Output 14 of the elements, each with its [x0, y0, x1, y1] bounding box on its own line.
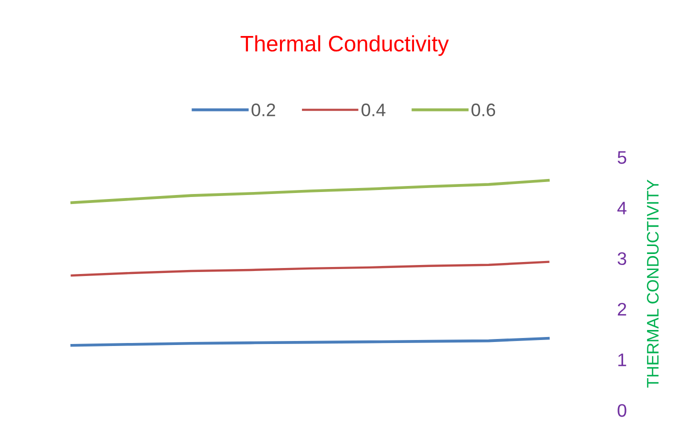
y-tick-label: 4 [617, 202, 626, 214]
y-tick-label: 0 [618, 404, 626, 417]
y-tick-label: 2 [618, 302, 626, 316]
y-tick-label: 5 [618, 151, 626, 164]
legend-label: 0.6 [472, 104, 496, 116]
chart-title: Thermal Conductivity [240, 35, 449, 56]
line-series [70, 336, 550, 347]
legend-label: 0.4 [362, 104, 386, 116]
line-series [70, 260, 550, 277]
y-axis-title: THERMAL CONDUCTIVITY [646, 180, 659, 388]
y-tick-label: 1 [618, 354, 626, 366]
line-series [70, 178, 550, 204]
legend-label: 0.2 [252, 104, 276, 116]
y-tick-label: 3 [618, 252, 626, 266]
